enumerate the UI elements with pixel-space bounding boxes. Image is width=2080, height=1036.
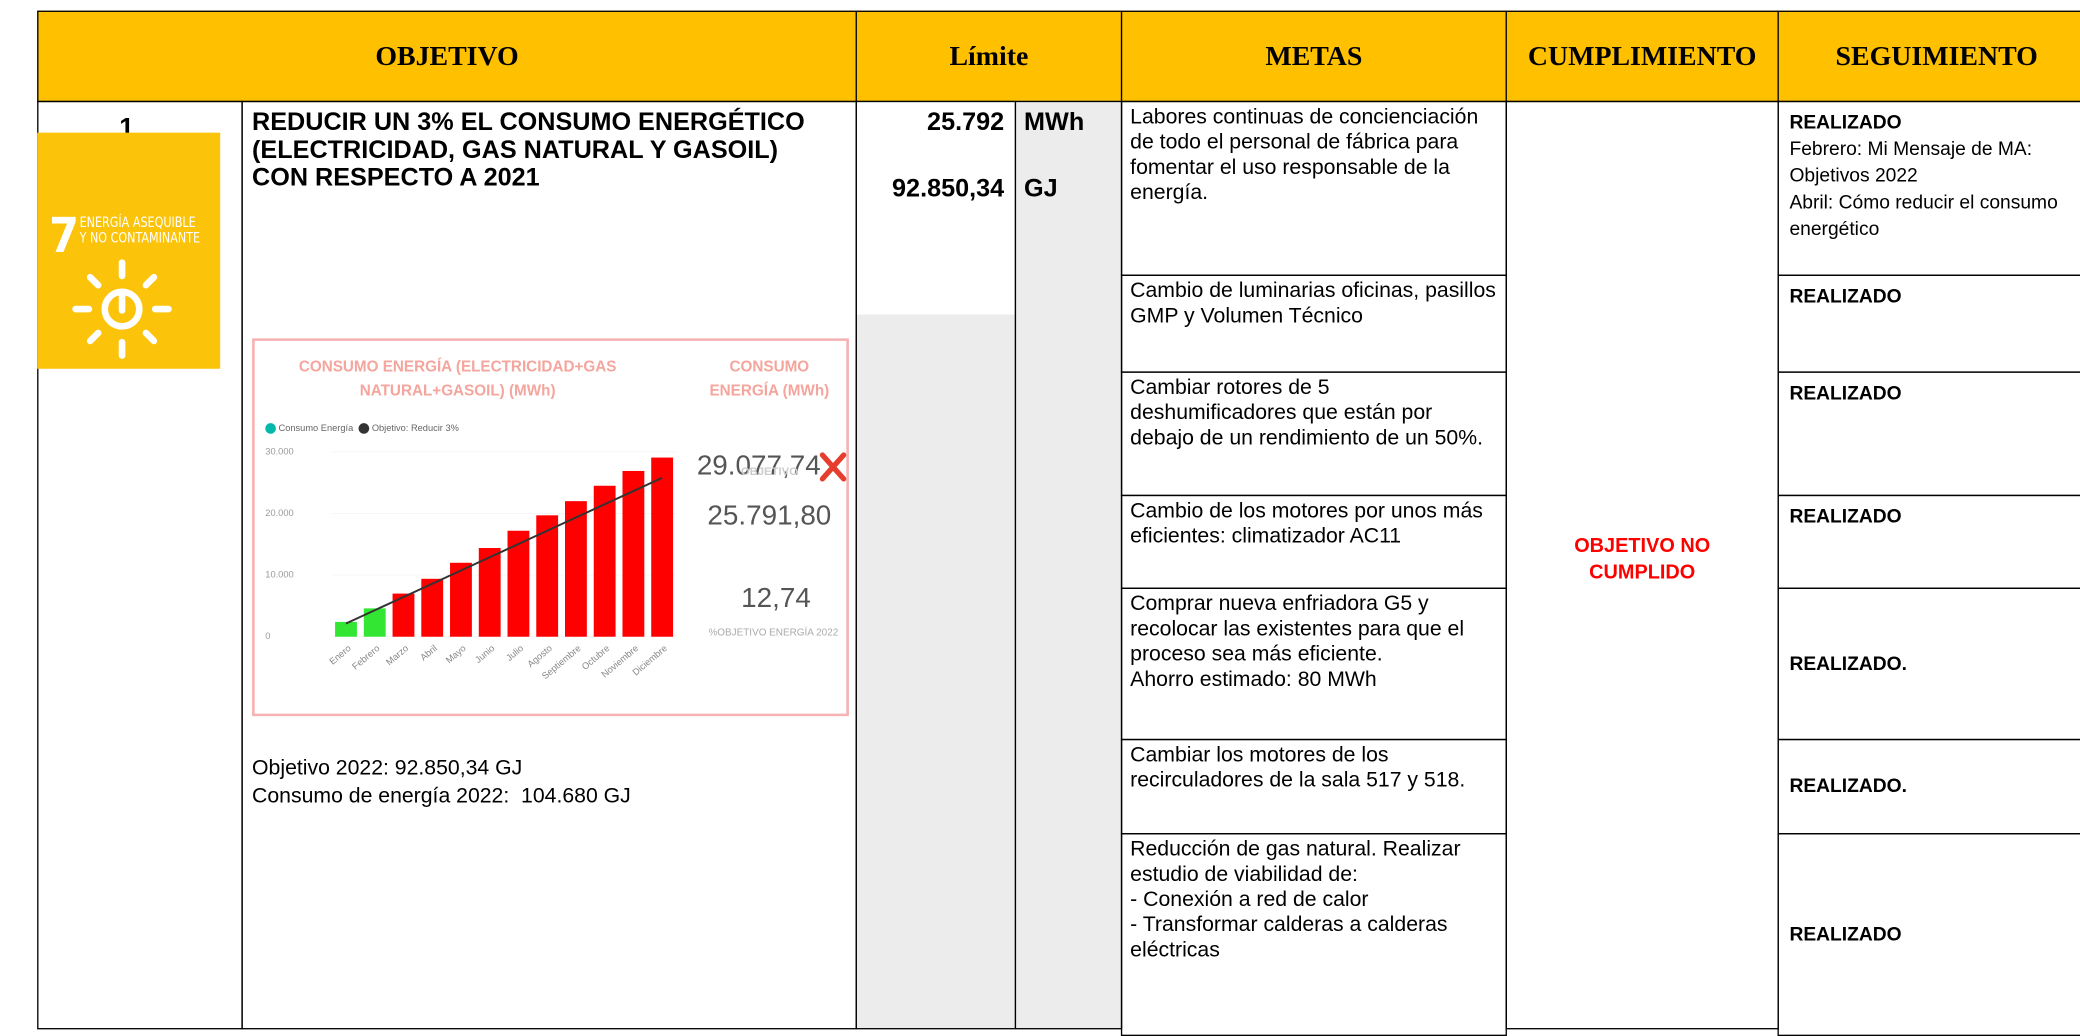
seguimiento-cell: REALIZADO Febrero: Mi Mensaje de MA: Obje… — [1777, 100, 2080, 276]
sdg-number: 7 — [49, 209, 79, 264]
limit-value: 25.792 — [927, 108, 1005, 137]
seguimiento-cell: REALIZADO. — [1777, 738, 2080, 835]
legend-marker — [265, 423, 276, 434]
meta-text: Cambio de luminarias oficinas, pasillos … — [1120, 274, 1507, 373]
embedded-chart: CONSUMO ENERGÍA (ELECTRICIDAD+GAS NATURAL… — [252, 338, 849, 717]
kpi-title: %OBJETIVO ENERGÍA 2022 — [708, 627, 838, 638]
sdg-sun — [72, 259, 172, 359]
limit-unit: MWh — [1024, 108, 1085, 137]
status: REALIZADO. — [1789, 776, 1907, 798]
status: REALIZADO — [1789, 286, 1902, 308]
seguimiento-cell: REALIZADO — [1777, 274, 2080, 373]
seguimiento-cell: REALIZADO — [1777, 833, 2080, 1036]
bar — [593, 485, 616, 637]
header-objetivo: OBJETIVO — [37, 10, 857, 103]
limit-unit-cell — [1014, 100, 1123, 1030]
chart-frame — [252, 338, 849, 717]
status: REALIZADO — [1789, 112, 1902, 134]
cumplimiento: OBJETIVO NO CUMPLIDO — [1574, 534, 1711, 584]
header-limite: Límite — [855, 10, 1123, 103]
kpi-title: CONSUMO ENERGÍA (MWh) — [710, 358, 830, 399]
status: REALIZADO — [1789, 506, 1902, 528]
bar — [651, 457, 674, 637]
target-line — [345, 476, 663, 625]
y-tick-label: 30.000 — [265, 446, 293, 456]
bar — [421, 578, 444, 637]
objective-note: Objetivo 2022: 92.850,34 GJ — [252, 757, 523, 780]
status: REALIZADO — [1789, 383, 1902, 405]
bar — [536, 515, 559, 637]
y-tick-label: 0 — [265, 631, 270, 641]
bar — [565, 501, 587, 637]
meta-text: Cambiar los motores de los recirculadore… — [1120, 738, 1507, 835]
status: REALIZADO — [1789, 923, 1902, 946]
seguimiento-cell: REALIZADO. — [1777, 587, 2080, 741]
bar — [335, 621, 357, 637]
header-seguimiento: SEGUIMIENTO — [1777, 10, 2080, 103]
meta-text: Labores continuas de concienciación de t… — [1120, 100, 1507, 276]
bar — [450, 562, 472, 637]
meta-text: Reducción de gas natural. Realizar estud… — [1120, 833, 1507, 1036]
objective-title: REDUCIR UN 3% EL CONSUMO ENERGÉTICO (ELE… — [252, 108, 805, 193]
y-tick-label: 20.000 — [265, 508, 293, 518]
seguimiento-cell: REALIZADO — [1777, 494, 2080, 589]
header-metas: METAS — [1120, 10, 1507, 103]
legend-marker — [358, 423, 370, 434]
bar — [478, 547, 501, 637]
meta-text: Cambio de los motores por unos más efici… — [1120, 494, 1507, 589]
legend-label: Consumo Energía — [279, 423, 355, 433]
limit-value: 92.850,34 — [892, 175, 1005, 203]
y-tick-label: 10.000 — [265, 570, 293, 580]
meta-text: Comprar nueva enfriadora G5 y recolocar … — [1120, 587, 1507, 741]
kpi-value: 25.791,80 — [707, 500, 831, 531]
kpi-value: 12,74 — [741, 582, 811, 613]
sdg-icon: 7 ENERGÍA ASEQUIBLE Y NO CONTAMINANTE — [37, 132, 221, 369]
kpi-cross — [819, 452, 847, 482]
meta-text: Cambiar rotores de 5 deshumificadores qu… — [1120, 371, 1507, 497]
limit-value-cell — [855, 100, 1017, 1030]
seguimiento-cell: REALIZADO — [1777, 371, 2080, 497]
bar — [363, 608, 386, 637]
detail: Febrero: Mi Mensaje de MA: Objetivos 202… — [1789, 139, 2058, 241]
header-cumplimiento: CUMPLIMIENTO — [1505, 10, 1779, 103]
objective-note: Consumo de energía 2022: 104.680 GJ — [252, 785, 631, 808]
status: REALIZADO. — [1789, 653, 1907, 675]
kpi-value: 29.077,74 — [697, 449, 821, 480]
legend-label: Objetivo: Reducir 3% — [372, 423, 459, 433]
sdg-label: ENERGÍA ASEQUIBLE Y NO CONTAMINANTE — [79, 214, 201, 247]
bar — [622, 470, 645, 637]
kpi-title: OBJETIVO — [741, 466, 798, 478]
bar — [507, 530, 530, 637]
chart-title: CONSUMO ENERGÍA (ELECTRICIDAD+GAS NATURAL… — [299, 358, 617, 399]
bar — [392, 593, 415, 637]
limit-unit: GJ — [1024, 175, 1058, 203]
